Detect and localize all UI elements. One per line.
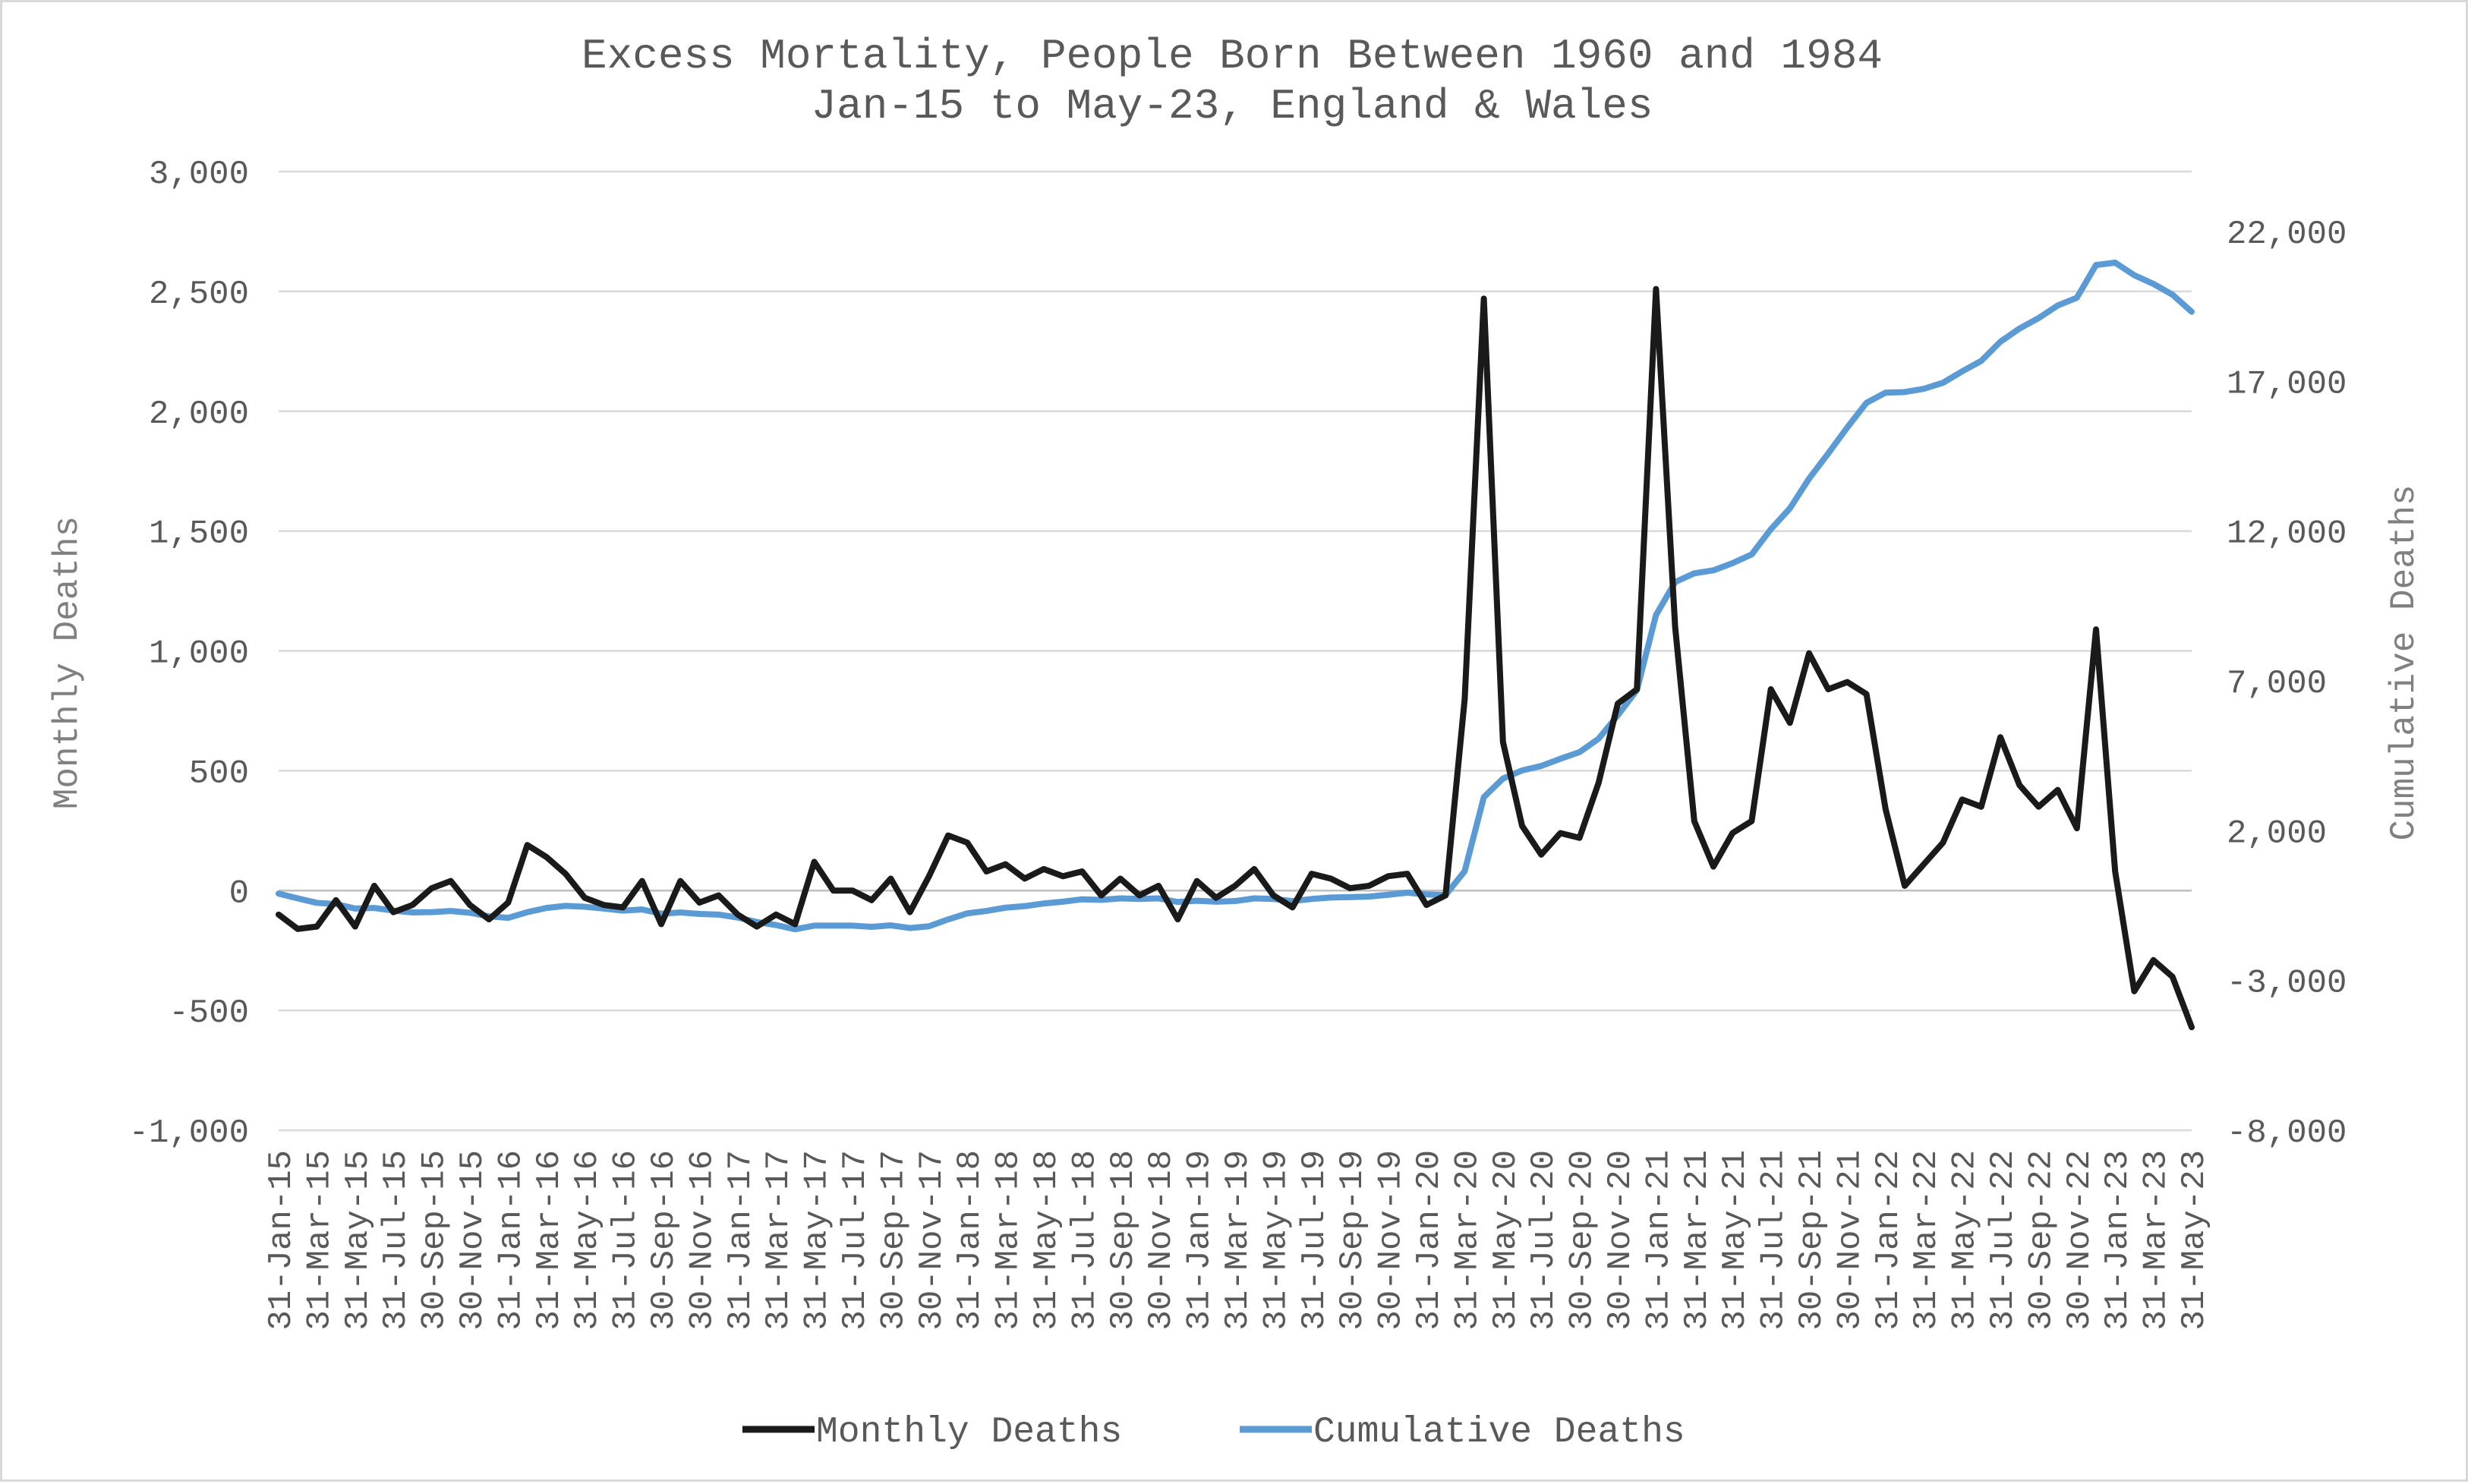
series-line-cumulative-deaths: [276, 259, 2195, 933]
x-tick-label: 30-Sep-15: [416, 1150, 454, 1331]
x-tick-label: 31-Jan-21: [1640, 1150, 1678, 1331]
right-tick-label: -8,000: [2227, 1114, 2347, 1152]
x-tick-label: 31-Jan-18: [951, 1150, 989, 1331]
legend-label-cumulative: Cumulative Deaths: [1313, 1412, 1685, 1453]
x-tick-label: 31-Mar-18: [990, 1150, 1028, 1331]
x-axis-tick-labels: 31-Jan-15 31-Mar-15 31-May-15 31-Jul-15 30-S…: [263, 1150, 2214, 1331]
x-tick-label: 30-Sep-18: [1105, 1150, 1143, 1331]
x-tick-label: 31-May-18: [1028, 1150, 1066, 1331]
x-tick-label: 31-May-23: [2176, 1150, 2214, 1331]
right-axis-tick-labels: -8,000 -3,000 2,000 7,000 12,000 17,000 22,000: [2227, 216, 2347, 1152]
x-tick-label: 31-May-21: [1716, 1150, 1754, 1331]
x-tick-label: 30-Sep-20: [1564, 1150, 1602, 1331]
x-tick-label: 31-Mar-16: [531, 1150, 569, 1331]
x-tick-label: 31-May-19: [1257, 1150, 1295, 1331]
x-tick-label: 30-Nov-16: [683, 1150, 721, 1331]
x-tick-label: 31-May-17: [799, 1150, 837, 1331]
x-tick-label: 30-Nov-19: [1373, 1150, 1411, 1331]
legend: Monthly Deaths Cumulative Deaths: [742, 1412, 1685, 1453]
x-tick-label: 30-Sep-19: [1334, 1150, 1372, 1331]
chart-title-line-1: Excess Mortality, People Born Between 19…: [582, 32, 1883, 80]
x-tick-label: 31-Jul-15: [377, 1150, 415, 1331]
left-axis-title: Monthly Deaths: [48, 516, 87, 809]
x-tick-label: 31-Mar-23: [2138, 1150, 2176, 1331]
x-tick-label: 31-Jan-15: [263, 1150, 301, 1331]
right-tick-label: 22,000: [2227, 216, 2347, 254]
x-tick-label: 30-Nov-20: [1602, 1150, 1640, 1331]
right-tick-label: 17,000: [2227, 365, 2347, 403]
x-tick-label: 30-Nov-22: [2061, 1150, 2099, 1331]
x-tick-label: 31-Jan-16: [492, 1150, 530, 1331]
x-tick-label: 31-Jul-21: [1755, 1150, 1793, 1331]
x-tick-label: 30-Nov-21: [1831, 1150, 1869, 1331]
x-tick-label: 31-Jan-20: [1411, 1150, 1448, 1331]
x-tick-label: 30-Sep-16: [645, 1150, 683, 1331]
x-tick-label: 30-Sep-22: [2022, 1150, 2060, 1331]
left-tick-label: 3,000: [149, 156, 249, 194]
x-tick-label: 31-May-16: [569, 1150, 607, 1331]
x-tick-label: 31-Jul-18: [1066, 1150, 1104, 1331]
x-tick-label: 31-Jan-17: [722, 1150, 760, 1331]
x-tick-label: 31-Jul-17: [837, 1150, 875, 1331]
left-tick-label: -1,000: [129, 1114, 249, 1152]
x-tick-label: 30-Nov-18: [1143, 1150, 1180, 1331]
x-tick-label: 30-Sep-17: [875, 1150, 912, 1331]
x-tick-label: 31-Jan-23: [2099, 1150, 2137, 1331]
right-axis-title: Cumulative Deaths: [2384, 484, 2424, 840]
left-tick-label: 2,000: [149, 395, 249, 433]
legend-label-monthly: Monthly Deaths: [816, 1412, 1122, 1453]
x-tick-label: 31-Jan-22: [1870, 1150, 1908, 1331]
x-tick-label: 31-May-22: [1946, 1150, 1984, 1331]
x-tick-label: 31-May-20: [1487, 1150, 1525, 1331]
right-tick-label: 2,000: [2227, 814, 2327, 852]
left-tick-label: 1,000: [149, 635, 249, 673]
left-tick-label: 1,500: [149, 515, 249, 553]
x-tick-label: 31-Mar-17: [760, 1150, 798, 1331]
x-tick-label: 30-Nov-17: [913, 1150, 951, 1331]
left-tick-label: 0: [229, 874, 249, 912]
x-tick-label: 31-Mar-15: [301, 1150, 339, 1331]
x-tick-label: 31-Jul-20: [1525, 1150, 1563, 1331]
x-tick-label: 31-Mar-21: [1678, 1150, 1716, 1331]
x-tick-label: 31-Jan-19: [1181, 1150, 1219, 1331]
left-axis-tick-labels: -1,000 -500 0 500 1,000 1,500 2,000 2,500 3,000: [129, 156, 249, 1152]
right-tick-label: 7,000: [2227, 665, 2327, 703]
x-tick-label: 30-Nov-15: [454, 1150, 492, 1331]
chart-subtitle: Jan-15 to May-23, England & Wales: [812, 82, 1653, 131]
left-tick-label: -500: [169, 994, 249, 1032]
x-tick-label: 30-Sep-21: [1793, 1150, 1831, 1331]
chart-title: Excess Mortality, People Born Between 19…: [582, 32, 1883, 131]
left-tick-label: 2,500: [149, 276, 249, 313]
gridlines: [279, 170, 2192, 1132]
x-tick-label: 31-Jul-16: [607, 1150, 645, 1331]
right-tick-label: 12,000: [2227, 515, 2347, 553]
series-lines: [276, 259, 2195, 1031]
x-tick-label: 31-Mar-22: [1908, 1150, 1946, 1331]
x-tick-label: 31-Jul-19: [1296, 1150, 1334, 1331]
x-tick-label: 31-Mar-20: [1448, 1150, 1486, 1331]
x-tick-label: 31-May-15: [339, 1150, 377, 1331]
x-tick-label: 31-Mar-19: [1219, 1150, 1257, 1331]
series-line-monthly-deaths: [276, 285, 2195, 1031]
x-tick-label: 31-Jul-22: [1984, 1150, 2022, 1331]
left-tick-label: 500: [189, 755, 249, 792]
right-tick-label: -3,000: [2227, 965, 2347, 1003]
